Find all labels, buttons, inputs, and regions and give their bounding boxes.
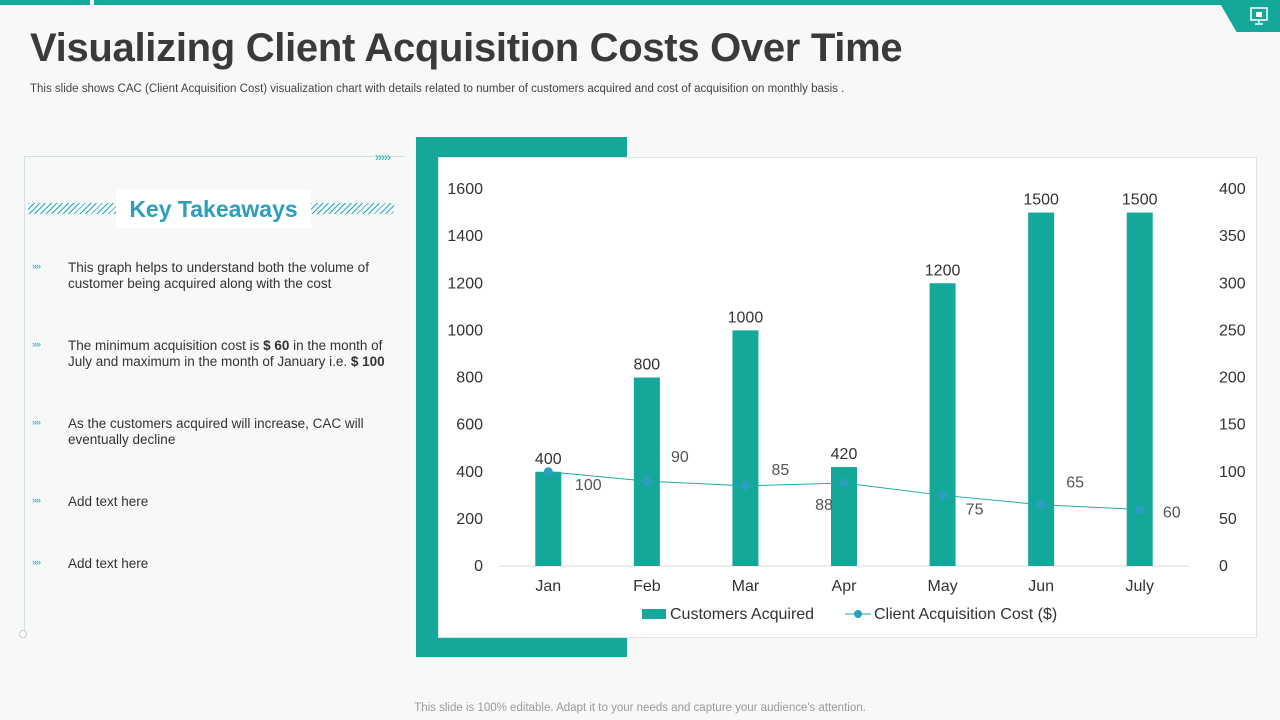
- legend-bar-swatch: [642, 609, 666, 619]
- y-left-tick-label: 1600: [447, 181, 483, 198]
- bar-data-label: 400: [535, 451, 562, 468]
- bar-customers-may: [929, 283, 956, 566]
- x-tick-label: Jun: [1028, 578, 1054, 595]
- min-cost-value: $ 60: [263, 338, 290, 353]
- y-right-tick-label: 50: [1219, 511, 1237, 528]
- bar-data-label: 800: [634, 357, 661, 374]
- footer-note: This slide is 100% editable. Adapt it to…: [414, 702, 866, 714]
- cac-point-july: [1135, 504, 1145, 514]
- chevron-bullet-icon: ››››: [32, 261, 41, 271]
- bar-data-label: 420: [831, 446, 858, 463]
- bar-data-label: 1500: [1023, 192, 1059, 209]
- y-left-tick-label: 400: [456, 464, 483, 481]
- x-tick-label: July: [1125, 578, 1153, 595]
- line-data-label: 85: [772, 462, 790, 479]
- x-tick-label: May: [927, 578, 957, 595]
- top-accent-bar-left: [0, 0, 90, 5]
- cac-point-feb: [642, 476, 652, 486]
- x-tick-label: Feb: [633, 578, 661, 595]
- takeaway-text: As the customers acquired will increase,…: [68, 416, 364, 447]
- y-left-tick-label: 800: [456, 370, 483, 387]
- line-data-label: 75: [966, 501, 984, 518]
- line-data-label: 60: [1163, 504, 1181, 521]
- y-right-tick-label: 150: [1219, 417, 1246, 434]
- y-right-tick-label: 300: [1219, 275, 1246, 292]
- chevron-bullet-icon: ››››: [32, 339, 41, 349]
- max-cost-value: $ 100: [350, 354, 385, 369]
- bar-customers-jun: [1028, 212, 1055, 566]
- line-data-label: 88: [815, 497, 833, 514]
- x-tick-label: Apr: [832, 578, 858, 595]
- panel-arrows-icon: ›››››: [375, 150, 391, 164]
- y-left-tick-label: 1200: [447, 275, 483, 292]
- bar-customers-mar: [732, 330, 759, 566]
- bar-data-label: 1500: [1122, 192, 1158, 209]
- y-right-tick-label: 350: [1219, 228, 1246, 245]
- x-tick-label: Mar: [732, 578, 760, 595]
- y-right-tick-label: 400: [1219, 181, 1246, 198]
- cac-point-jan: [543, 467, 553, 477]
- cac-point-mar: [740, 481, 750, 491]
- takeaway-text: This graph helps to understand both the …: [68, 260, 369, 291]
- y-left-tick-label: 1000: [447, 322, 483, 339]
- cac-point-may: [938, 490, 948, 500]
- y-right-tick-label: 250: [1219, 322, 1246, 339]
- key-takeaways-heading: Key Takeaways: [116, 190, 311, 228]
- chevron-bullet-icon: ››››: [32, 495, 41, 505]
- chevron-bullet-icon: ››››: [32, 557, 41, 567]
- bar-data-label: 1200: [925, 262, 961, 279]
- legend-label-cac: Client Acquisition Cost ($): [874, 606, 1057, 623]
- stripe-right-decoration: [311, 203, 394, 214]
- legend-label-customers: Customers Acquired: [670, 606, 814, 623]
- bar-data-label: 1000: [728, 309, 764, 326]
- takeaway-text: Add text here: [68, 494, 149, 509]
- chevron-bullet-icon: ››››: [32, 417, 41, 427]
- y-left-tick-label: 200: [456, 511, 483, 528]
- takeaway-text: Add text here: [68, 556, 149, 571]
- bar-customers-feb: [633, 377, 660, 566]
- legend-line-marker: [854, 610, 862, 618]
- x-tick-label: Jan: [535, 578, 561, 595]
- takeaways-panel: [24, 156, 405, 633]
- line-data-label: 65: [1066, 475, 1084, 492]
- combo-chart: 0 200 400 600 800 1000 1200 1400 1600 0 50 100 150 20…: [447, 181, 1246, 623]
- y-right-tick-label: 200: [1219, 370, 1246, 387]
- y-left-tick-label: 600: [456, 417, 483, 434]
- stripe-left-decoration: [28, 203, 116, 214]
- panel-dot: [19, 630, 27, 638]
- chart-card: 0 200 400 600 800 1000 1200 1400 1600 0 50 100 150 20…: [438, 157, 1257, 638]
- page-subtitle: This slide shows CAC (Client Acquisition…: [30, 83, 845, 95]
- y-right-tick-label: 100: [1219, 464, 1246, 481]
- page-title: Visualizing Client Acquisition Costs Ove…: [30, 26, 903, 70]
- y-right-tick-label: 0: [1219, 558, 1228, 575]
- y-left-tick-label: 0: [474, 558, 483, 575]
- top-accent-bar: [94, 0, 1224, 5]
- presentation-icon: [1250, 7, 1268, 25]
- cac-point-jun: [1036, 500, 1046, 510]
- line-data-label: 90: [671, 449, 689, 466]
- y-left-tick-label: 1400: [447, 228, 483, 245]
- takeaway-text: The minimum acquisition cost is $ 60 in …: [68, 338, 385, 369]
- line-data-label: 100: [575, 477, 602, 494]
- bar-customers-jan: [535, 471, 562, 566]
- cac-point-apr: [839, 478, 849, 488]
